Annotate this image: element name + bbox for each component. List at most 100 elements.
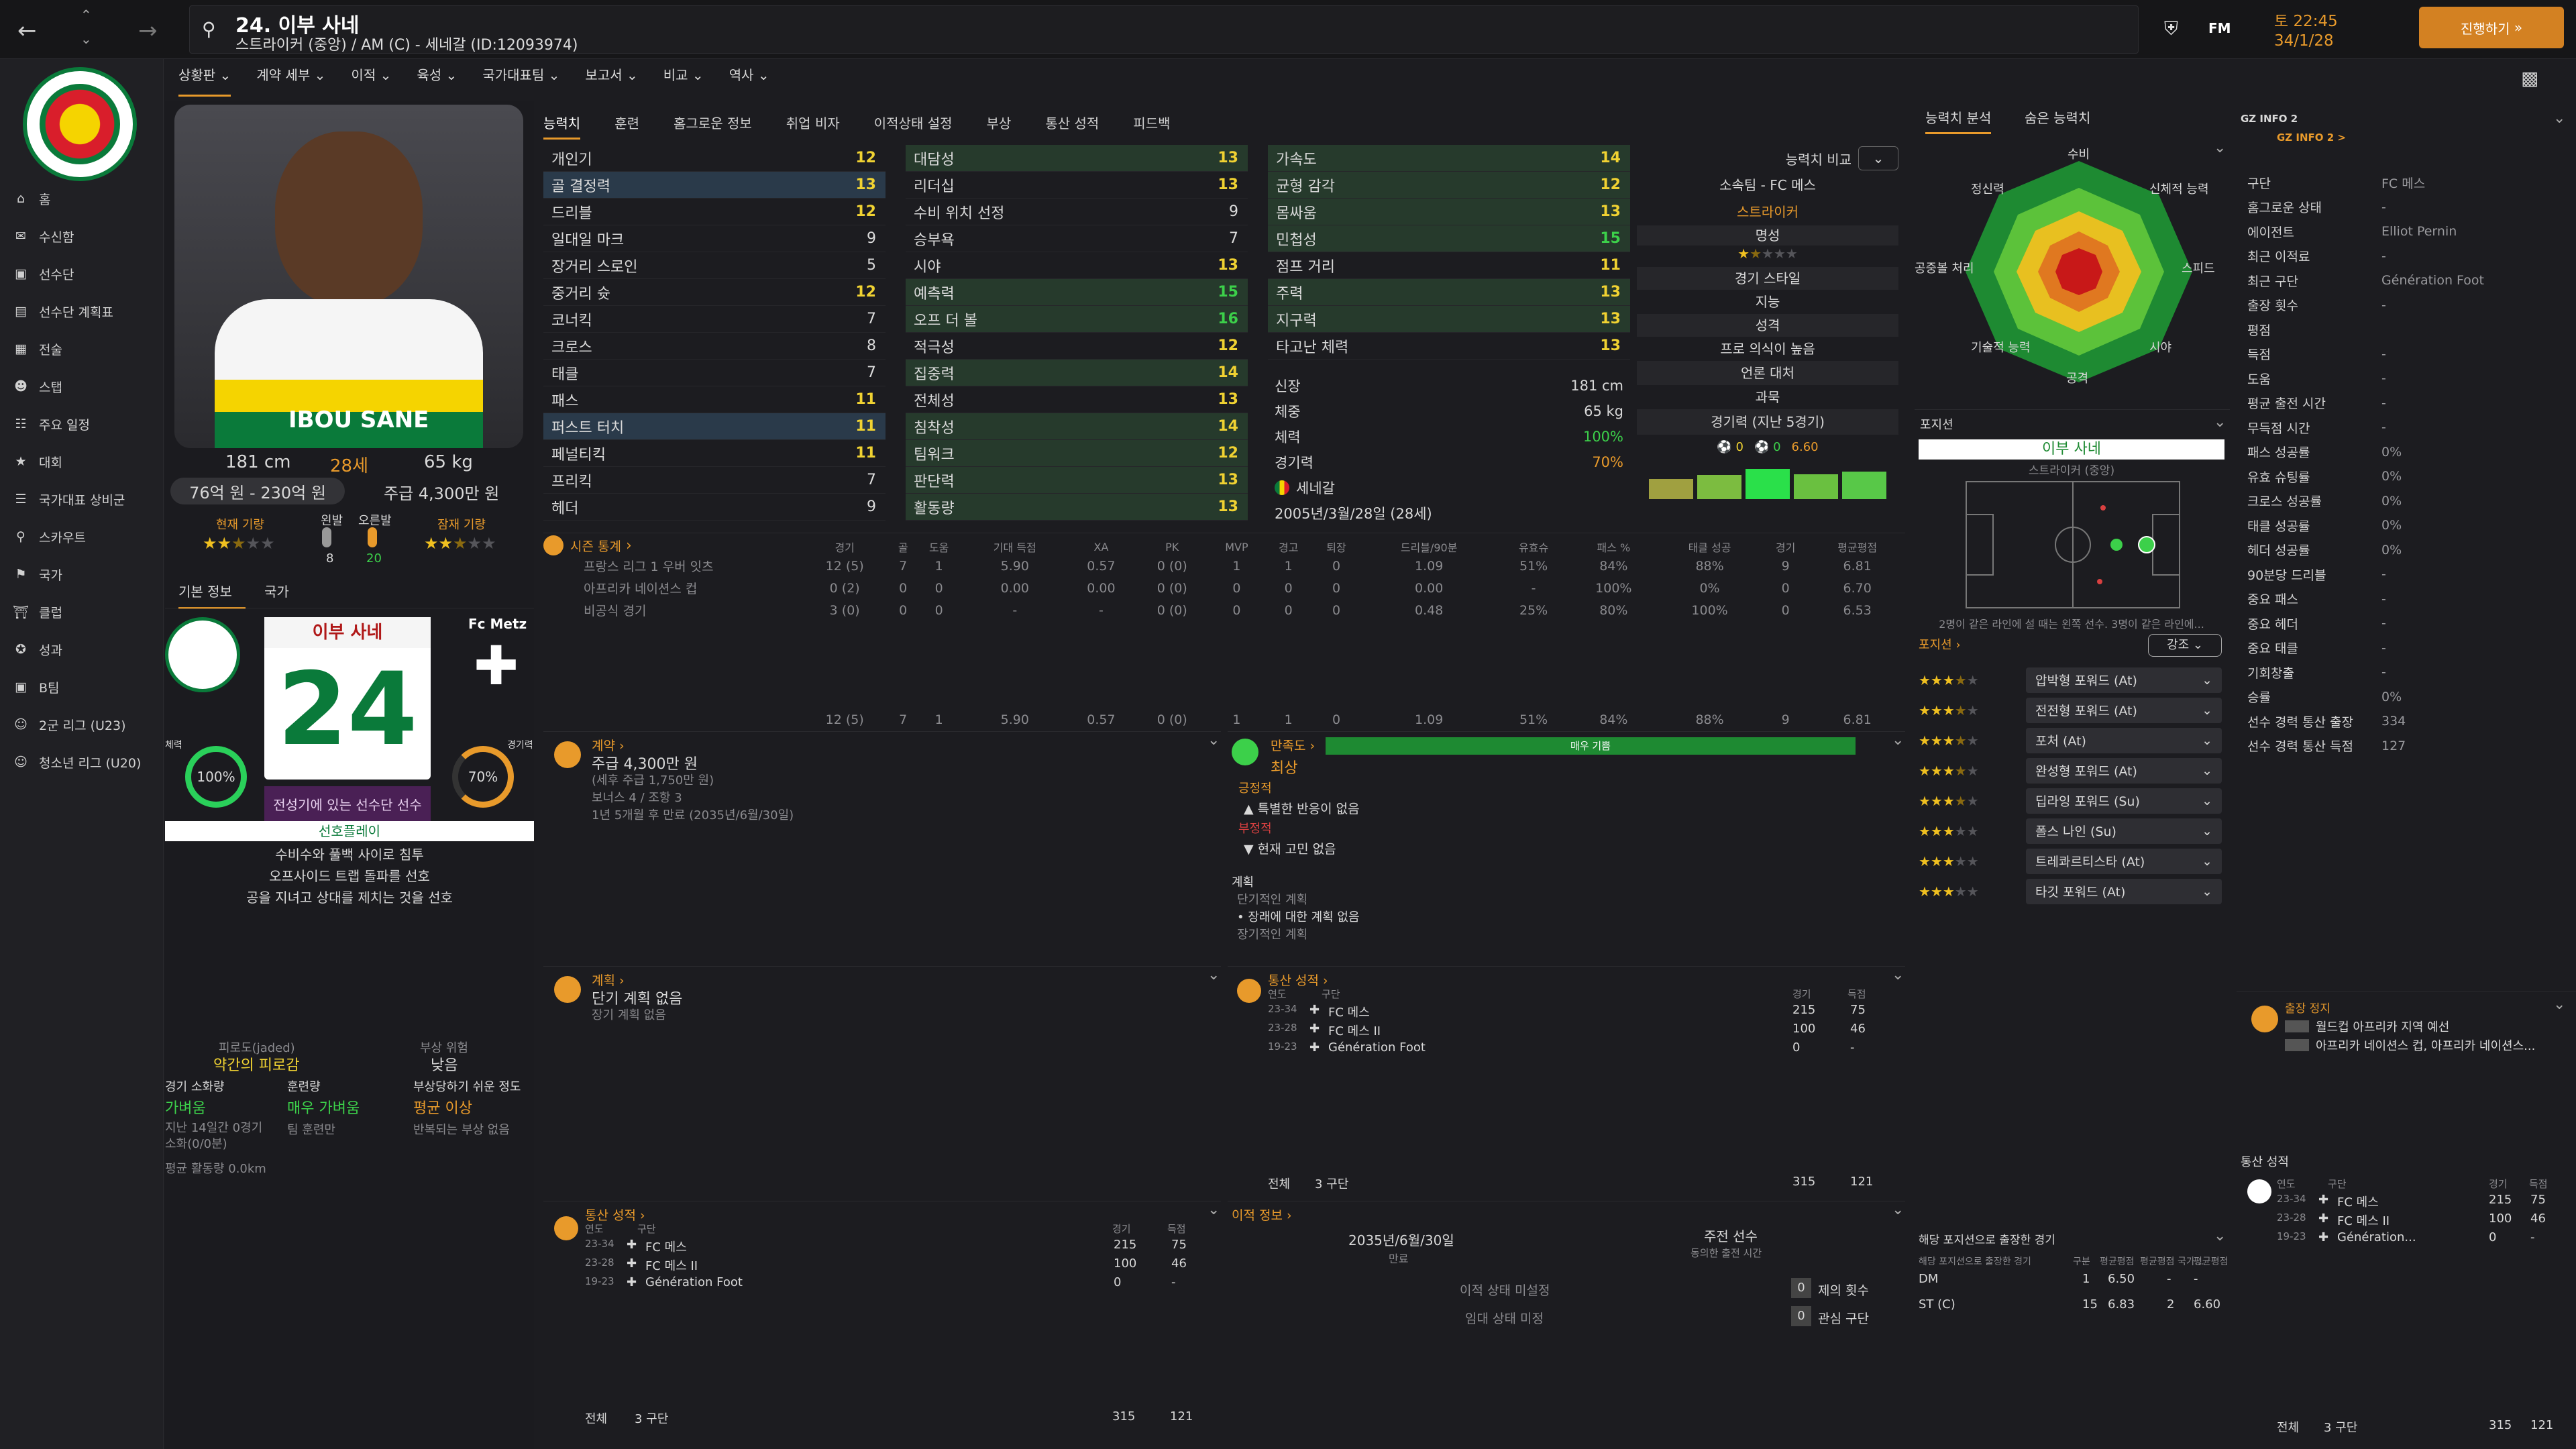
career-row[interactable]: 19-23 ✚ Génération Foot 0- — [1268, 1040, 1855, 1055]
menu-overview[interactable]: 상황판 ⌄ — [178, 64, 231, 97]
attribute-row[interactable]: 균형 감각 12 — [1268, 172, 1630, 199]
attribute-row[interactable]: 집중력 14 — [906, 360, 1248, 386]
attribute-row[interactable]: 오프 더 볼 16 — [906, 306, 1248, 333]
attribute-row[interactable]: 퍼스트 터치 11 — [543, 413, 885, 440]
fm-logo[interactable]: FM — [2208, 20, 2231, 36]
menu-reports[interactable]: 보고서 ⌄ — [585, 67, 638, 83]
role-dropdown[interactable]: 폴스 나인 (Su) ⌄ — [2026, 818, 2222, 844]
attribute-row[interactable]: 헤더 9 — [543, 494, 885, 521]
sidebar-item-club[interactable]: ⛩ 클럽 — [0, 593, 163, 631]
career-row[interactable]: 23-28 ✚ FC 메스 II 100 46 — [585, 1256, 1187, 1273]
attribute-row[interactable]: 몸싸움 13 — [1268, 199, 1630, 225]
happiness-collapse-icon[interactable]: ⌄ — [1892, 732, 1904, 749]
role-row[interactable]: ★★★★★ 딥라잉 포워드 (Su) ⌄ — [1919, 786, 2224, 816]
sidebar-item-national-squad[interactable]: ☰ 국가대표 상비군 — [0, 480, 163, 518]
tab-attributes[interactable]: 능력치 — [543, 113, 581, 140]
season-col-header[interactable]: 퇴장 — [1326, 541, 1346, 554]
tab-hidden-ability[interactable]: 숨은 능력치 — [2025, 110, 2091, 126]
plan-title[interactable]: 계획 — [592, 973, 615, 988]
tab-training[interactable]: 훈련 — [614, 115, 640, 131]
role-dropdown[interactable]: 완성형 포워드 (At) ⌄ — [2026, 757, 2222, 784]
tab-homegrown[interactable]: 홈그로운 정보 — [674, 115, 752, 131]
career-collapse-icon[interactable]: ⌄ — [1892, 967, 1904, 983]
season-col-header[interactable]: 경고 — [1278, 541, 1299, 554]
career2-collapse-icon[interactable]: ⌄ — [1208, 1201, 1220, 1218]
tab-feedback[interactable]: 피드백 — [1133, 115, 1171, 131]
menu-compare[interactable]: 비교 ⌄ — [663, 67, 704, 83]
contract-collapse-icon[interactable]: ⌄ — [1208, 732, 1220, 749]
career-row[interactable]: 23-34 ✚ FC 메스 215 75 — [1268, 1003, 1866, 1020]
season-col-header[interactable]: XA — [1093, 540, 1109, 553]
attribute-row[interactable]: 민첩성 15 — [1268, 225, 1630, 252]
attribute-row[interactable]: 수비 위치 선정 9 — [906, 199, 1248, 225]
role-dropdown[interactable]: 딥라잉 포워드 (Su) ⌄ — [2026, 788, 2222, 814]
attribute-row[interactable]: 드리블 12 — [543, 199, 885, 225]
role-row[interactable]: ★★★★★ 압박형 포워드 (At) ⌄ — [1919, 665, 2224, 695]
attribute-row[interactable]: 주력 13 — [1268, 279, 1630, 306]
season-row[interactable]: 프랑스 리그 1 우버 잇츠 12 (5) 7 1 5.90 0.57 0 (0) 1 1 0 1.… — [584, 558, 1872, 575]
radar-collapse-icon[interactable]: ⌄ — [2214, 140, 2226, 156]
role-row[interactable]: ★★★★★ 전전형 포워드 (At) ⌄ — [1919, 695, 2224, 725]
career2-title[interactable]: 통산 성적 — [585, 1208, 636, 1223]
role-dropdown[interactable]: 트레콰르티스타 (At) ⌄ — [2026, 848, 2222, 874]
attribute-row[interactable]: 대담성 13 — [906, 145, 1248, 172]
attribute-row[interactable]: 적극성 12 — [906, 333, 1248, 360]
attribute-row[interactable]: 코너킥 7 — [543, 306, 885, 333]
attribute-row[interactable]: 크로스 8 — [543, 333, 885, 360]
tab-nation[interactable]: 국가 — [264, 584, 289, 600]
sidebar-item-u23[interactable]: ☺ 2군 리그 (U23) — [0, 706, 163, 743]
attribute-row[interactable]: 태클 7 — [543, 360, 885, 386]
career-title[interactable]: 통산 성적 — [1268, 973, 1319, 988]
attribute-row[interactable]: 팀워크 12 — [906, 440, 1248, 467]
season-col-header[interactable]: 경기 — [1775, 541, 1796, 554]
sidebar-item-staff[interactable]: ☻ 스탭 — [0, 368, 163, 405]
role-row[interactable]: ★★★★★ 폴스 나인 (Su) ⌄ — [1919, 816, 2224, 846]
history-up-icon[interactable]: ⌃ — [80, 7, 92, 23]
role-row[interactable]: ★★★★★ 완성형 포워드 (At) ⌄ — [1919, 755, 2224, 786]
role-row[interactable]: ★★★★★ 트레콰르티스타 (At) ⌄ — [1919, 846, 2224, 876]
season-title[interactable]: 시즌 통계 — [570, 539, 621, 554]
attribute-row[interactable]: 프리킥 7 — [543, 467, 885, 494]
tab-visa[interactable]: 취업 비자 — [786, 115, 840, 131]
role-dropdown[interactable]: 포처 (At) ⌄ — [2026, 727, 2222, 753]
menu-contract[interactable]: 계약 세부 ⌄ — [256, 67, 326, 83]
role-row[interactable]: ★★★★★ 타깃 포워드 (At) ⌄ — [1919, 876, 2224, 906]
position-collapse-icon[interactable]: ⌄ — [2214, 414, 2226, 431]
tab-basic-info[interactable]: 기본 정보 — [178, 581, 246, 609]
sidebar-item-squad-planner[interactable]: ▤ 선수단 계획표 — [0, 292, 163, 330]
attribute-row[interactable]: 일대일 마크 9 — [543, 225, 885, 252]
attribute-row[interactable]: 활동량 13 — [906, 494, 1248, 521]
back-icon[interactable]: ← — [17, 17, 37, 44]
gz-collapse-icon[interactable]: ⌄ — [2553, 110, 2566, 127]
role-dropdown[interactable]: 전전형 포워드 (At) ⌄ — [2026, 697, 2222, 723]
season-col-header[interactable]: 기대 득점 — [993, 541, 1036, 554]
tab-transfer-status[interactable]: 이적상태 설정 — [873, 115, 953, 131]
attribute-row[interactable]: 골 결정력 13 — [543, 172, 885, 199]
attribute-row[interactable]: 점프 거리 11 — [1268, 252, 1630, 279]
season-col-header[interactable]: 유효슈 — [1519, 541, 1549, 554]
season-col-header[interactable]: 패스 % — [1597, 541, 1631, 554]
season-col-header[interactable]: MVP — [1225, 540, 1248, 553]
compare-dropdown[interactable]: ⌄ — [1858, 146, 1898, 170]
posapps-collapse-icon[interactable]: ⌄ — [2214, 1228, 2226, 1244]
search-box[interactable]: ⚲ 24. 이부 사네 스트라이커 (중앙) / AM (C) - 세네갈 (I… — [189, 5, 2139, 54]
attribute-row[interactable]: 리더십 13 — [906, 172, 1248, 199]
sidebar-item-competitions[interactable]: ★ 대회 — [0, 443, 163, 480]
happiness-title[interactable]: 만족도 — [1271, 739, 1306, 753]
season-row[interactable]: 비공식 경기 3 (0) 0 0- -0 (0) 0 0 0 0.48 25% 80% 100% 0 6.… — [584, 602, 1872, 619]
sidebar-item-scouting[interactable]: ⚲ 스카우트 — [0, 518, 163, 555]
sidebar-item-b-team[interactable]: ▣ B팀 — [0, 668, 163, 706]
history-down-icon[interactable]: ⌄ — [80, 31, 92, 47]
sidebar-item-u20[interactable]: ☺ 청소년 리그 (U20) — [0, 743, 163, 781]
attribute-row[interactable]: 중거리 슛 12 — [543, 279, 885, 306]
career-row[interactable]: 23-34 ✚ FC 메스 215 75 — [2277, 1193, 2546, 1210]
tab-injury[interactable]: 부상 — [986, 115, 1012, 131]
menu-history[interactable]: 역사 ⌄ — [729, 67, 769, 83]
career-row[interactable]: 23-28 ✚ FC 메스 II 100 46 — [1268, 1022, 1866, 1038]
attribute-row[interactable]: 가속도 14 — [1268, 145, 1630, 172]
role-dropdown[interactable]: 압박형 포워드 (At) ⌄ — [2026, 667, 2222, 693]
season-col-header[interactable]: 골 — [898, 541, 908, 554]
menu-transfer[interactable]: 이적 ⌄ — [351, 67, 392, 83]
attribute-row[interactable]: 타고난 체력 13 — [1268, 333, 1630, 360]
transfer-collapse-icon[interactable]: ⌄ — [1892, 1201, 1904, 1218]
